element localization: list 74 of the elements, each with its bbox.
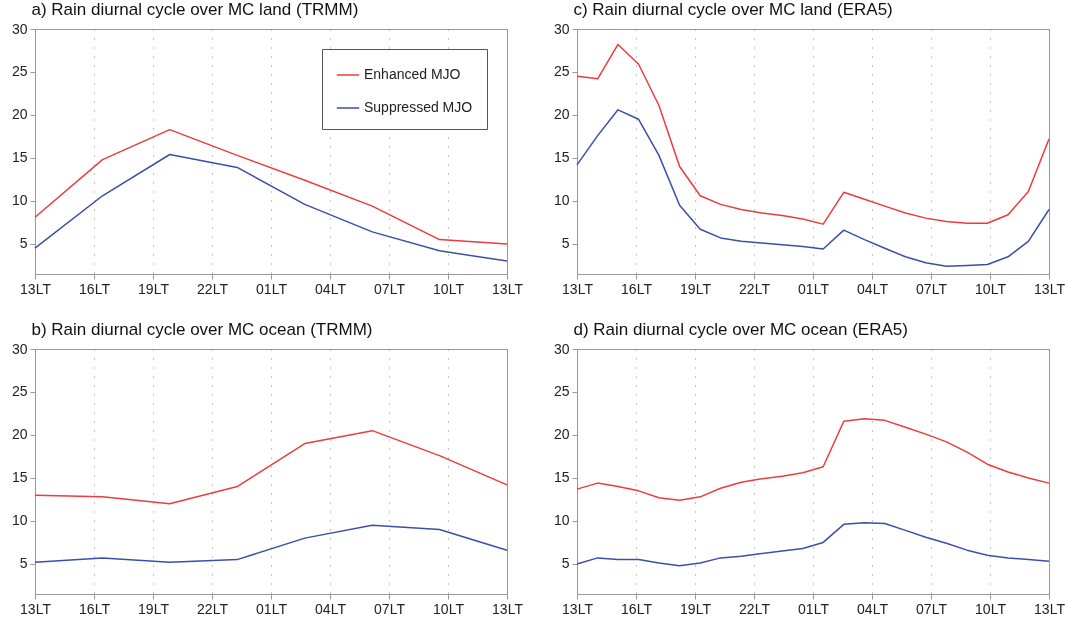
x-tick-label: 07LT [916,600,948,617]
y-tick-label: 20 [11,106,28,123]
x-tick-label: 04LT [857,600,889,617]
x-tick-label: 19LT [138,600,170,617]
y-tick-label: 25 [553,63,570,80]
x-tick-label: 22LT [739,600,771,617]
x-tick-label: 16LT [621,600,653,617]
y-tick-label: 10 [11,512,28,529]
x-tick-label: 10LT [433,600,465,617]
line-series [576,109,1050,268]
x-tick-label: 19LT [138,280,170,297]
x-tick-label: 13LT [492,600,524,617]
chart-title: c) Rain diurnal cycle over MC land (ERA5) [573,0,893,19]
y-tick-label: 25 [11,383,28,400]
y-tick-label: 5 [561,235,570,252]
chart-title: a) Rain diurnal cycle over MC land (TRMM) [31,0,359,19]
y-tick-label: 20 [11,426,28,443]
x-tick-label: 07LT [374,280,406,297]
y-tick-label: 20 [553,106,570,123]
x-tick-label: 07LT [916,280,948,297]
x-tick-label: 13LT [562,600,594,617]
x-tick-label: 04LT [857,280,889,297]
x-tick-label: 04LT [315,280,347,297]
line-series [576,43,1050,225]
x-tick-label: 22LT [197,280,229,297]
y-tick-label: 10 [553,512,570,529]
x-tick-label: 13LT [562,280,594,297]
x-tick-label: 22LT [739,280,771,297]
line-series [34,153,508,262]
x-tick-label: 01LT [798,600,830,617]
x-tick-label: 01LT [798,280,830,297]
y-tick-label: 20 [553,426,570,443]
x-tick-label: 19LT [680,600,712,617]
legend-label: Enhanced MJO [364,66,461,82]
line-series [34,429,508,505]
x-tick-label: 22LT [197,600,229,617]
chart-title: d) Rain diurnal cycle over MC ocean (ERA5) [573,320,908,339]
x-tick-label: 04LT [315,600,347,617]
x-tick-label: 16LT [79,600,111,617]
x-tick-label: 13LT [492,280,524,297]
legend-label: Suppressed MJO [364,99,473,115]
y-tick-label: 30 [553,340,570,357]
line-series [34,524,508,563]
x-tick-label: 19LT [680,280,712,297]
x-tick-label: 13LT [1034,600,1065,617]
y-tick-label: 5 [19,235,28,252]
x-tick-label: 10LT [975,600,1007,617]
x-tick-label: 10LT [975,280,1007,297]
y-tick-label: 15 [11,149,28,166]
x-tick-label: 01LT [256,600,288,617]
line-series [34,128,508,245]
x-tick-label: 13LT [20,280,52,297]
y-tick-label: 30 [11,20,28,37]
x-tick-label: 16LT [79,280,111,297]
y-tick-label: 30 [11,340,28,357]
y-tick-label: 5 [19,555,28,572]
y-tick-label: 5 [561,555,570,572]
y-tick-label: 30 [553,20,570,37]
x-tick-label: 13LT [1034,280,1065,297]
y-tick-label: 15 [553,469,570,486]
x-tick-label: 07LT [374,600,406,617]
x-tick-label: 16LT [621,280,653,297]
chart-title: b) Rain diurnal cycle over MC ocean (TRMM) [31,320,373,339]
line-series [576,521,1050,567]
y-tick-label: 25 [11,63,28,80]
y-tick-label: 15 [553,149,570,166]
y-tick-label: 10 [11,192,28,209]
line-series [576,417,1050,502]
y-tick-label: 15 [11,469,28,486]
x-tick-label: 10LT [433,280,465,297]
x-tick-label: 01LT [256,280,288,297]
y-tick-label: 25 [553,383,570,400]
y-tick-label: 10 [553,192,570,209]
x-tick-label: 13LT [20,600,52,617]
